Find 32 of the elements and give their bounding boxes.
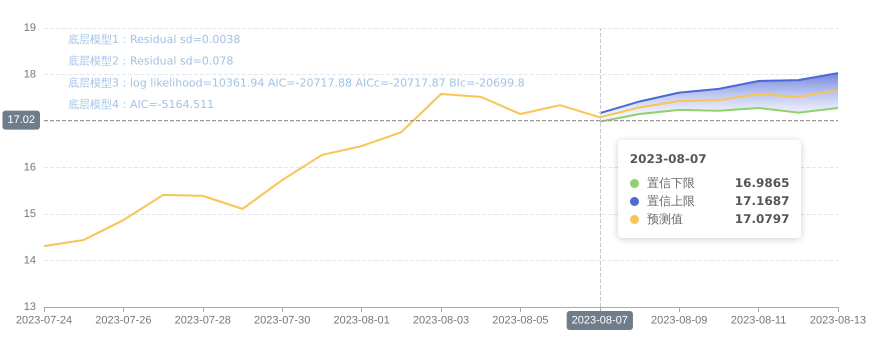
annotation: 16.9865 bbox=[734, 175, 790, 192]
x-tick-label: 2023-07-30 bbox=[254, 314, 310, 326]
x-tick-label: 2023-07-28 bbox=[174, 314, 231, 326]
line-series bbox=[598, 106, 839, 123]
legend-label: 置信下限 bbox=[646, 175, 696, 192]
x-tick-label: 2023-08-07 bbox=[572, 314, 628, 326]
y-tick-label: 18 bbox=[24, 68, 36, 80]
x-tick-label: 2023-08-11 bbox=[730, 314, 786, 326]
ref-line-label: 2023-08-07 bbox=[630, 151, 708, 168]
line-series bbox=[598, 72, 839, 114]
line-series bbox=[43, 89, 839, 248]
x-tick-label: 2023-08-01 bbox=[333, 314, 390, 326]
annotation: 17.1687 bbox=[734, 193, 790, 210]
x-tick-label: 2023-08-03 bbox=[412, 314, 470, 326]
x-tick-label: 2023-07-24 bbox=[16, 314, 72, 326]
legend-label: 置信上限 bbox=[646, 193, 696, 210]
annotation: 底层模型3：log likelihood=10361.94 AIC=-20717.88 AICc=-20717.87 BIc=-20699.8 bbox=[68, 76, 525, 90]
x-tick-label: 2023-08-13 bbox=[810, 314, 866, 326]
y-tick-label: 14 bbox=[24, 254, 36, 266]
y-tick-label: 16 bbox=[24, 162, 36, 174]
ref-line-label: 17.02 bbox=[7, 114, 35, 126]
annotation: 底层模型2：Residual sd=0.078 bbox=[68, 54, 234, 68]
x-tick-label: 2023-07-26 bbox=[95, 314, 152, 326]
annotation: 底层模型1：Residual sd=0.0038 bbox=[68, 33, 240, 46]
x-tick-label: 2023-08-09 bbox=[651, 314, 708, 326]
y-tick-label: 13 bbox=[24, 301, 36, 313]
y-tick-label: 19 bbox=[24, 22, 36, 34]
y-tick-label: 15 bbox=[24, 208, 36, 220]
annotation: 17.0797 bbox=[734, 211, 790, 228]
legend-label: 预测值 bbox=[646, 211, 684, 228]
x-tick-label: 2023-08-05 bbox=[492, 314, 549, 326]
annotation: 底层模型4：AIC=-5164.511 bbox=[68, 98, 214, 112]
